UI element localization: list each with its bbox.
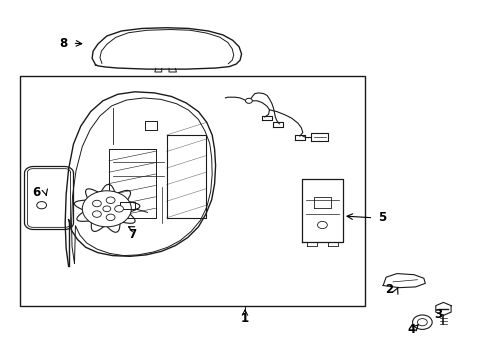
Circle shape bbox=[413, 315, 432, 329]
Text: 6: 6 bbox=[33, 186, 41, 199]
Text: 4: 4 bbox=[408, 323, 416, 336]
Text: 3: 3 bbox=[435, 309, 442, 321]
Circle shape bbox=[93, 200, 101, 207]
Circle shape bbox=[93, 211, 101, 217]
Circle shape bbox=[106, 214, 115, 221]
Text: 2: 2 bbox=[386, 283, 393, 296]
Circle shape bbox=[103, 206, 111, 212]
Circle shape bbox=[318, 221, 327, 229]
Text: 8: 8 bbox=[60, 37, 68, 50]
Circle shape bbox=[106, 197, 115, 203]
Circle shape bbox=[245, 98, 252, 103]
Text: 1: 1 bbox=[241, 312, 249, 325]
Circle shape bbox=[417, 319, 427, 326]
Text: 5: 5 bbox=[378, 211, 386, 224]
Circle shape bbox=[37, 202, 47, 209]
Bar bbox=[20, 76, 365, 306]
Text: 7: 7 bbox=[128, 228, 136, 240]
Circle shape bbox=[115, 206, 123, 212]
Circle shape bbox=[82, 191, 131, 227]
